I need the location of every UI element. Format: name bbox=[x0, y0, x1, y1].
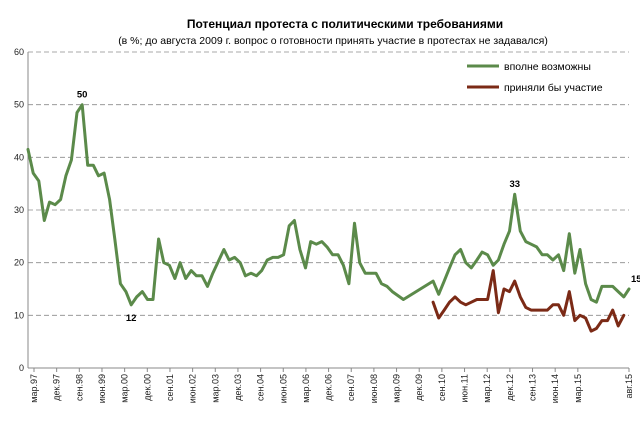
data-label: 12 bbox=[126, 313, 137, 324]
x-tick-label: мар.06 bbox=[301, 374, 311, 403]
x-tick-label: дек.03 bbox=[233, 374, 243, 401]
x-tick-label: сен.98 bbox=[74, 374, 84, 401]
x-tick-label: июн.14 bbox=[550, 374, 560, 403]
x-tick-label: июн.05 bbox=[278, 374, 288, 403]
y-tick-label: 10 bbox=[14, 310, 24, 320]
x-tick-label: мар.09 bbox=[392, 374, 402, 403]
y-axis: 0 10 20 30 40 50 60 bbox=[14, 47, 29, 373]
x-tick-label: июн.02 bbox=[188, 374, 198, 403]
x-tick-label: сен.07 bbox=[346, 374, 356, 401]
y-tick-label: 20 bbox=[14, 258, 24, 268]
chart-subtitle: (в %; до августа 2009 г. вопрос о готовн… bbox=[118, 35, 548, 47]
x-tick-label: мар.15 bbox=[573, 374, 583, 403]
y-tick-label: 0 bbox=[19, 363, 24, 373]
series-line-1 bbox=[431, 269, 626, 333]
x-tick-label: дек.00 bbox=[142, 374, 152, 401]
y-tick-label: 60 bbox=[14, 47, 24, 57]
x-tick-label: дек.06 bbox=[324, 374, 334, 401]
chart-title: Потенциал протеста с политическими требо… bbox=[187, 17, 503, 31]
x-tick-label: авг.15 bbox=[624, 374, 634, 398]
x-tick-label: мар.00 bbox=[120, 374, 130, 403]
legend: вполне возможны приняли бы участие bbox=[467, 61, 603, 94]
y-tick-label: 50 bbox=[14, 100, 24, 110]
x-tick-label: июн.08 bbox=[369, 374, 379, 403]
legend-label-prinyali: приняли бы участие bbox=[504, 82, 603, 94]
data-label: 33 bbox=[509, 179, 520, 190]
x-tick-label: сен.04 bbox=[256, 374, 266, 401]
x-tick-label: дек.09 bbox=[414, 374, 424, 401]
data-label: 50 bbox=[77, 90, 88, 101]
x-tick-label: дек.12 bbox=[505, 374, 515, 401]
legend-label-vpolne: вполне возможны bbox=[504, 61, 591, 73]
x-tick-label: июн.99 bbox=[97, 374, 107, 403]
x-tick-label: мар.97 bbox=[29, 374, 39, 403]
x-tick-label: сен.13 bbox=[528, 374, 538, 401]
x-tick-label: дек.97 bbox=[52, 374, 62, 401]
y-tick-label: 30 bbox=[14, 205, 24, 215]
x-tick-label: сен.01 bbox=[165, 374, 175, 401]
data-label: 15 bbox=[631, 274, 640, 285]
x-tick-label: сен.10 bbox=[437, 374, 447, 401]
x-tick-label: июн.11 bbox=[460, 374, 470, 403]
x-tick-label: мар.12 bbox=[482, 374, 492, 403]
y-tick-label: 40 bbox=[14, 152, 24, 162]
annotations: 50 12 33 15 bbox=[77, 90, 640, 324]
x-axis: мар.97 дек.97 сен.98 июн.99 мар.00 дек.00 сен.… bbox=[28, 367, 634, 403]
gridlines bbox=[28, 51, 629, 316]
x-tick-label: мар.03 bbox=[210, 374, 220, 403]
series-lines bbox=[26, 103, 631, 333]
series-line-0 bbox=[26, 103, 631, 307]
